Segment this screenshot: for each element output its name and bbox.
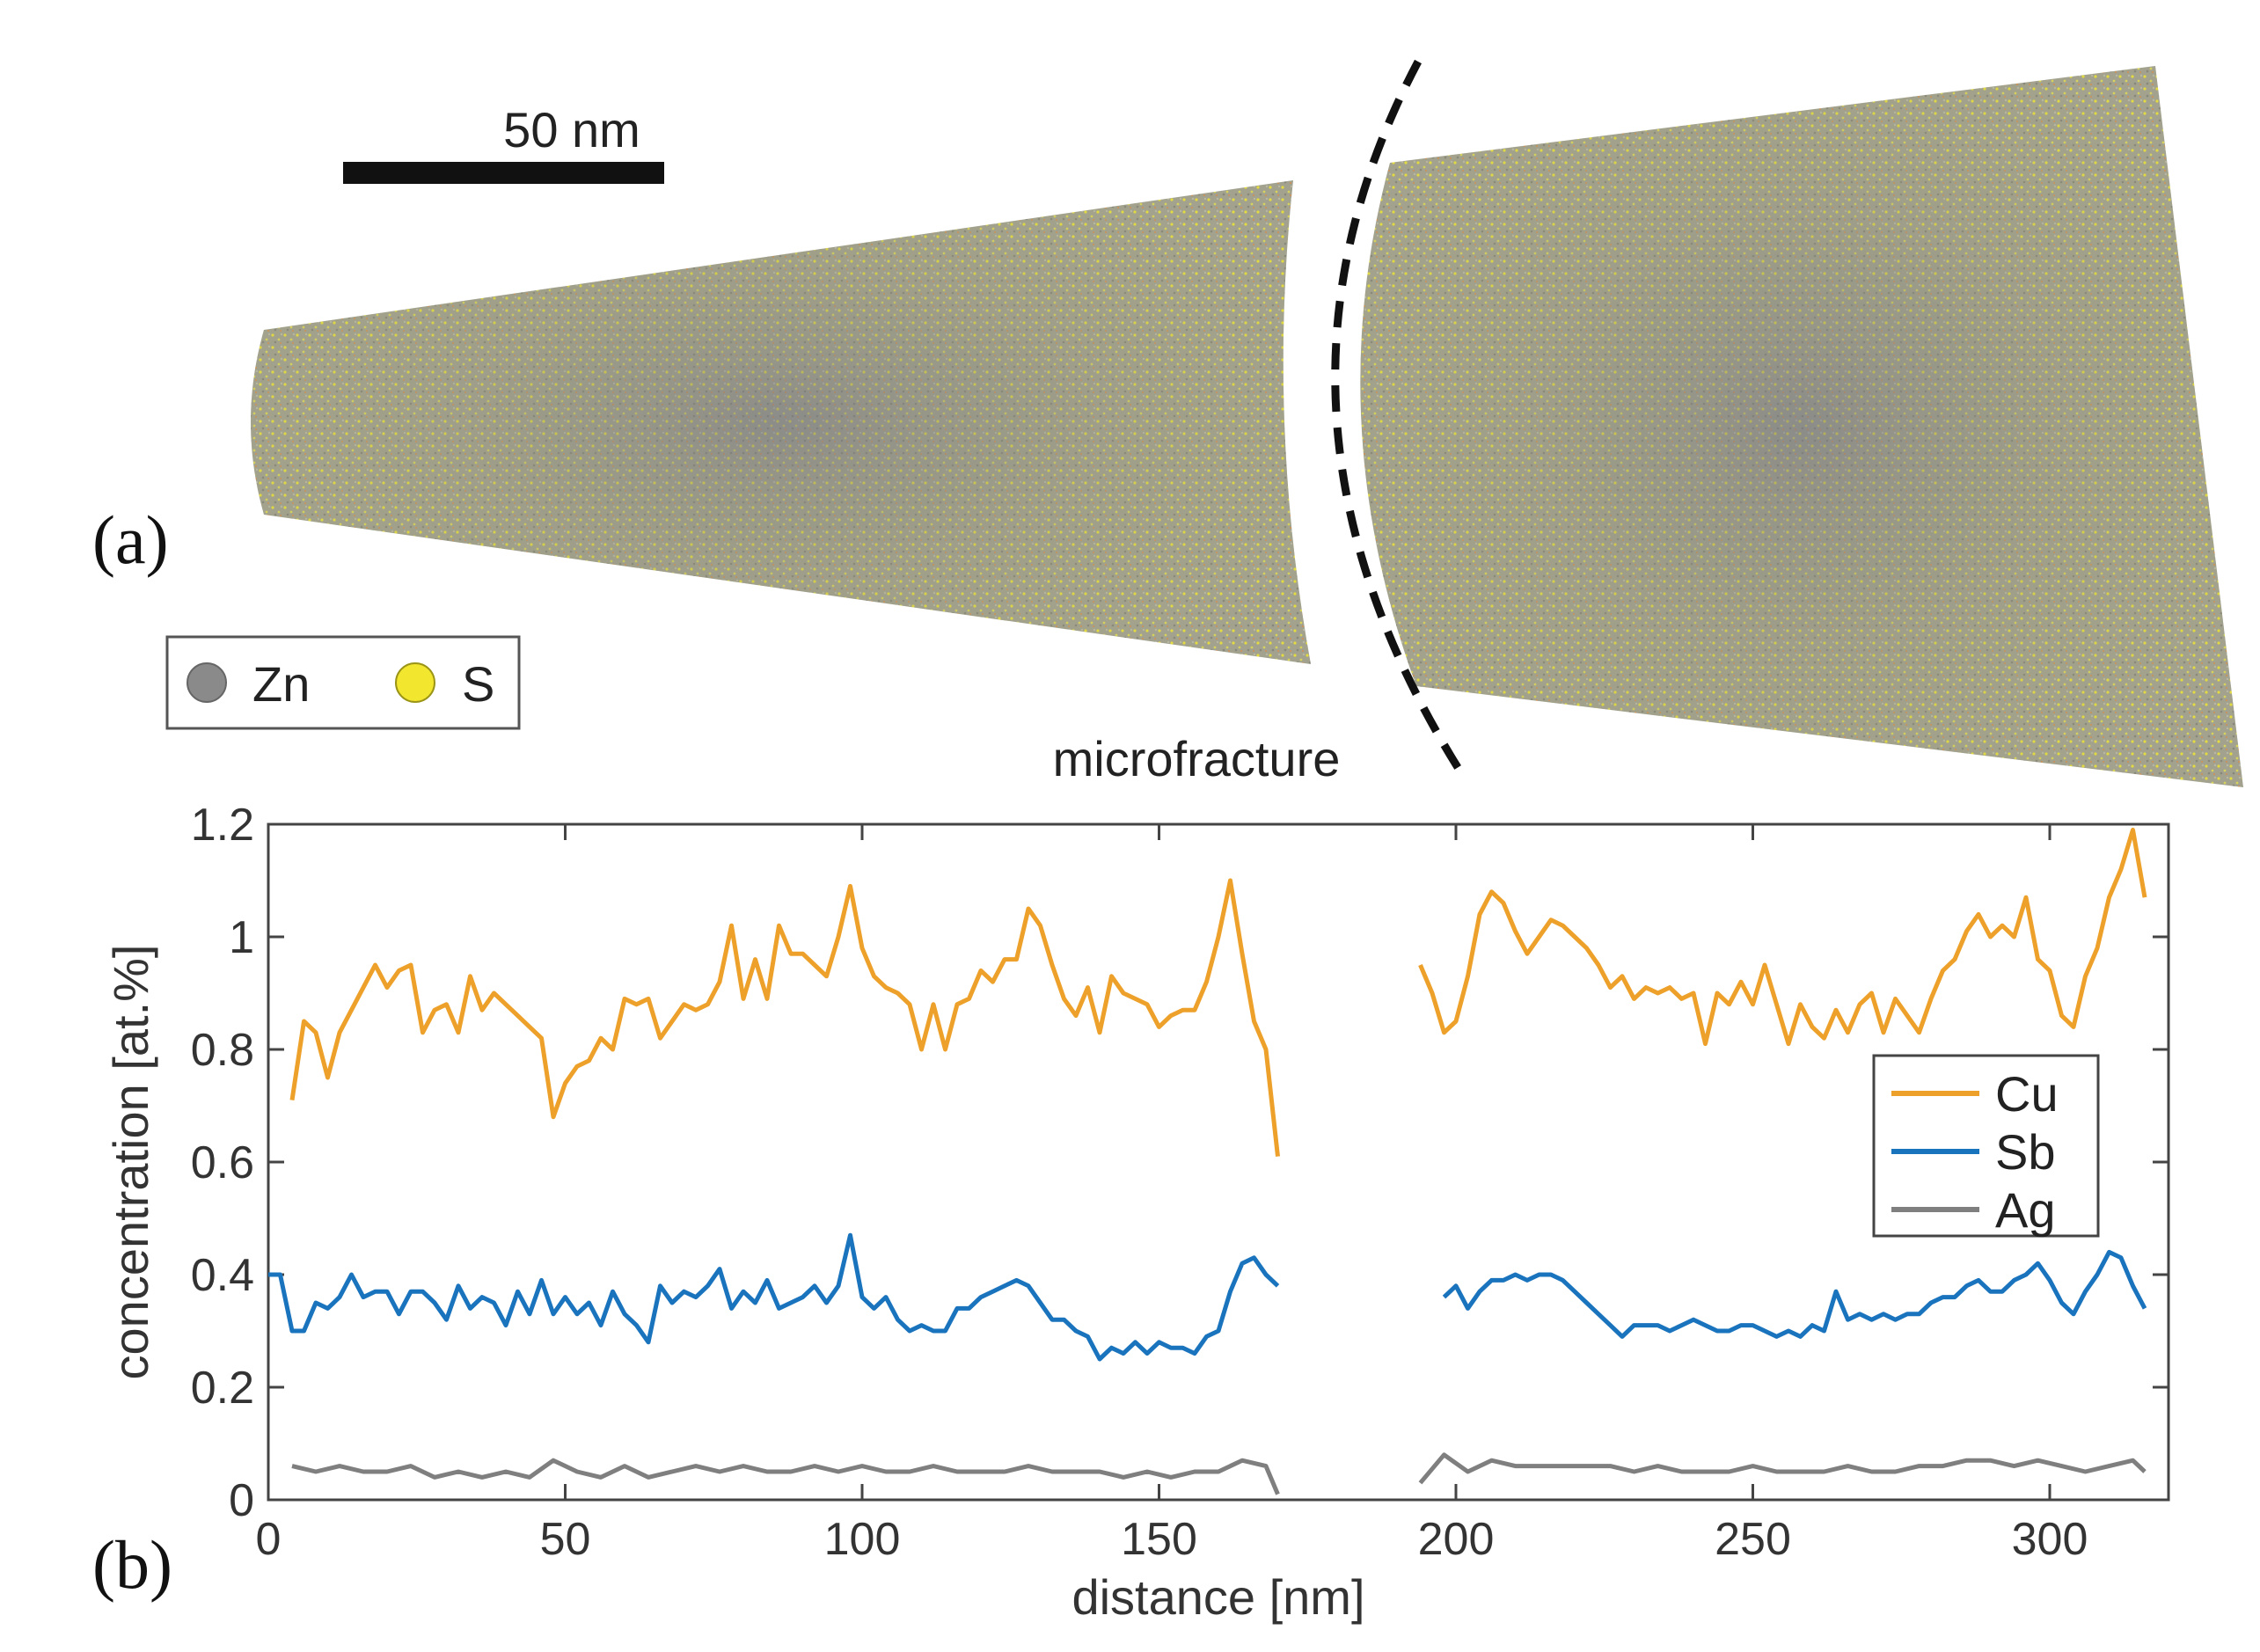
x-axis-title: distance [nm]	[1071, 1569, 1364, 1625]
s-legend-label: S	[462, 656, 494, 712]
panel-a: 50 nm (a) microfracture Zn S	[92, 59, 2243, 787]
legend-label-ag: Ag	[1995, 1182, 2056, 1238]
x-tick-label: 100	[824, 1514, 901, 1565]
scale-bar	[343, 162, 664, 184]
x-tick-label: 50	[540, 1514, 591, 1565]
series-line-ag-segment-1	[291, 1458, 1280, 1495]
y-tick-label: 0.8	[191, 1025, 254, 1076]
x-tick-label: 250	[1715, 1514, 1791, 1565]
microfracture-label: microfracture	[1053, 731, 1341, 786]
y-tick-label: 0.6	[191, 1137, 254, 1188]
legend-label-sb: Sb	[1995, 1124, 2056, 1180]
panel-a-label: (a)	[92, 501, 169, 578]
tip-reconstruction-right	[1360, 66, 2243, 787]
s-marker	[395, 662, 435, 703]
x-tick-label: 150	[1121, 1514, 1197, 1565]
microfracture-curve	[1331, 59, 1468, 781]
x-tick-label: 0	[256, 1514, 282, 1565]
series-line-sb-segment-1	[268, 1232, 1280, 1362]
x-tick-label: 300	[2012, 1514, 2088, 1565]
panel-b-label: (b)	[92, 1526, 172, 1603]
tip-reconstruction-left	[251, 180, 1311, 664]
series-line-cu-segment-2	[1418, 827, 2147, 1047]
x-tick-labels: 0 50 100 150 200 250 300	[256, 1514, 2088, 1565]
series-line-sb-segment-2	[1442, 1249, 2147, 1339]
y-tick-label: 1	[229, 912, 254, 963]
y-tick-label: 0.4	[191, 1250, 254, 1301]
zn-legend-label: Zn	[252, 656, 310, 712]
legend-label-cu: Cu	[1995, 1066, 2059, 1122]
chart-legend-box	[1872, 1054, 2100, 1238]
y-axis-title: concentration [at.%]	[103, 945, 158, 1380]
series-line-cu-segment-1	[289, 878, 1280, 1157]
zn-marker	[187, 662, 227, 703]
series-line-ag-segment-2	[1418, 1452, 2147, 1485]
atom-legend: Zn S	[165, 635, 521, 730]
y-tick-label: 1.2	[191, 800, 254, 851]
y-tick-labels: 0 0.2 0.4 0.6 0.8 1 1.2	[191, 800, 254, 1526]
y-tick-label: 0.2	[191, 1363, 254, 1414]
x-tick-label: 200	[1418, 1514, 1495, 1565]
series-lines	[268, 827, 2147, 1495]
panel-b: (b) 0 50 100 150 200 250 300 0 0.2 0.4 0.6 0.8 1 1.2…	[92, 800, 2170, 1625]
y-tick-label: 0	[229, 1475, 254, 1526]
scale-bar-label: 50 nm	[503, 102, 640, 157]
